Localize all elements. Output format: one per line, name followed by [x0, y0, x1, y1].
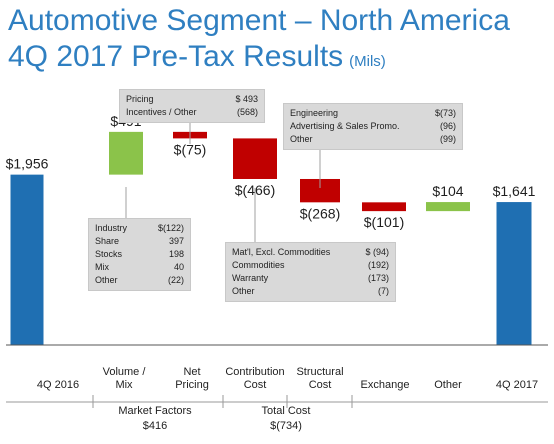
- x-label-other: Other: [434, 379, 462, 391]
- group-market-factors: Market Factors $416: [95, 404, 215, 434]
- callout-row: Stocks 198: [95, 249, 184, 259]
- callout-row: Advertising & Sales Promo. (96): [290, 121, 456, 131]
- x-label-volume-mix: Volume / Mix: [102, 366, 146, 391]
- waterfall-bar: [300, 178, 340, 203]
- waterfall-bar: [426, 202, 470, 212]
- callout-row: Other (22): [95, 275, 184, 285]
- callout-structural-cost: Engineering $(73) Advertising & Sales Pro…: [283, 103, 463, 150]
- group-value: $(734): [270, 420, 302, 432]
- waterfall-bar: [496, 202, 532, 345]
- group-label: Total Cost: [261, 405, 311, 417]
- group-total-cost: Total Cost $(734): [226, 404, 346, 434]
- callout-row: Mix 40: [95, 262, 184, 272]
- group-label: Market Factors: [118, 405, 192, 417]
- waterfall-bar: [109, 131, 143, 175]
- callout-row: Industry $(122): [95, 223, 184, 233]
- callout-row: Other (7): [232, 286, 389, 296]
- page-title: Automotive Segment – North America: [8, 4, 510, 37]
- callout-row: Warranty (173): [232, 273, 389, 283]
- callout-row: Share 397: [95, 236, 184, 246]
- x-label-contribution-cost: Contribution Cost: [225, 366, 285, 391]
- x-label-4q2016: 4Q 2016: [36, 379, 80, 391]
- callout-row: Other (99): [290, 134, 456, 144]
- x-label-4q2017: 4Q 2017: [495, 379, 539, 391]
- x-label-structural-cost: Structural Cost: [296, 366, 344, 391]
- x-label-exchange: Exchange: [360, 379, 410, 391]
- subtitle-text: 4Q 2017 Pre-Tax Results: [8, 40, 344, 73]
- waterfall-bar: [10, 174, 44, 345]
- data-label: $1,641: [493, 183, 536, 199]
- x-label-net-pricing: Net Pricing: [175, 366, 209, 391]
- data-label: $(268): [300, 205, 340, 221]
- callout-net-pricing: Pricing $ 493 Incentives / Other (568): [119, 89, 265, 123]
- callout-row: Commodities (192): [232, 260, 389, 270]
- callout-contribution-cost: Mat'l, Excl. Commodities $ (94) Commoditi…: [225, 242, 396, 302]
- callout-row: Engineering $(73): [290, 108, 456, 118]
- data-label: $1,956: [6, 156, 49, 172]
- callout-row: Pricing $ 493: [126, 94, 258, 104]
- callout-row: Incentives / Other (568): [126, 107, 258, 117]
- data-label: $104: [432, 183, 463, 199]
- data-label: $(75): [174, 141, 207, 157]
- waterfall-bar: [233, 138, 277, 179]
- callout-volume-mix: Industry $(122) Share 397 Stocks 198 Mix 40 …: [88, 218, 191, 291]
- page-subtitle: 4Q 2017 Pre-Tax Results (Mils): [8, 40, 386, 79]
- callout-row: Mat'l, Excl. Commodities $ (94): [232, 247, 389, 257]
- group-value: $416: [142, 420, 168, 432]
- waterfall-bar: [362, 202, 406, 212]
- unit-label: (Mils): [349, 53, 386, 70]
- data-label: $(101): [364, 214, 404, 230]
